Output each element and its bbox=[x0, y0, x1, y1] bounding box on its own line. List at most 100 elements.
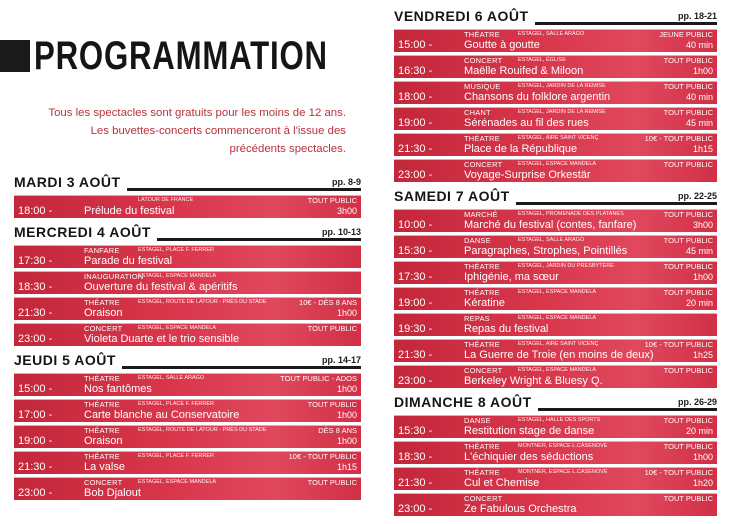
day-header: MARDI 3 AOÛT pp. 8-9 bbox=[14, 174, 361, 191]
event-venue: ESTAGEL, ESPACE MANDELA bbox=[518, 161, 597, 167]
day-section: MARDI 3 AOÛT pp. 8-9 18:00 - Prélude du fes… bbox=[14, 174, 361, 218]
event-row: 17:00 - Carte blanche au Conservatoire THÉ… bbox=[14, 399, 361, 422]
event-venue: ESTAGEL, ESPACE MANDELA bbox=[138, 273, 217, 279]
event-row: 15:00 - Nos fantômes THÉATRE ESTAGEL, SALLE… bbox=[14, 373, 361, 396]
event-title: Paragraphes, Strophes, Pointillés bbox=[464, 245, 628, 257]
event-title: Violeta Duarte et le trio sensible bbox=[84, 333, 240, 345]
event-title: La Guerre de Troie (en moins de deux) bbox=[464, 349, 654, 361]
event-venue: ESTAGEL, SALLE ARAGO bbox=[138, 375, 205, 381]
day-rule bbox=[538, 408, 717, 411]
event-time: 17:30 - bbox=[398, 271, 433, 283]
event-category: CONCERT bbox=[84, 324, 123, 333]
event-category: FANFARE bbox=[84, 246, 120, 255]
event-title: Sérénades au fil des rues bbox=[464, 117, 589, 129]
event-row: 17:30 - Iphigénie, ma sœur THÉATRE ESTAGEL,… bbox=[394, 261, 717, 284]
intro-text: Tous les spectacles sont gratuits pour l… bbox=[16, 104, 346, 158]
intro-line: Les buvettes-concerts commenceront à l'i… bbox=[90, 125, 346, 137]
event-row: 19:00 - Kératine THÉATRE ESTAGEL, ESPACE MA… bbox=[394, 287, 717, 310]
event-category: INAUGURATION bbox=[84, 272, 144, 281]
event-title: Carte blanche au Conservatoire bbox=[84, 409, 240, 421]
event-title: Oraison bbox=[84, 435, 123, 447]
event-duration: 1h00 bbox=[336, 308, 357, 318]
event-time: 17:00 - bbox=[18, 409, 53, 421]
event-row: 10:00 - Marché du festival (contes, fanfa… bbox=[394, 209, 717, 232]
event-row: 23:00 - Violeta Duarte et le trio sensibl… bbox=[14, 323, 361, 346]
event-row: 21:30 - Oraison THÉATRE ESTAGEL, ROUTE DE L… bbox=[14, 297, 361, 320]
event-title: Ze Fabulous Orchestra bbox=[464, 503, 577, 515]
event-venue: ESTAGEL, PLACE F. FERRER bbox=[138, 401, 215, 407]
event-title: Repas du festival bbox=[464, 323, 549, 335]
event-title: Maëlle Rouifed & Miloon bbox=[464, 65, 584, 77]
event-category: MUSIQUE bbox=[464, 82, 501, 91]
event-row: 16:30 - Maëlle Rouifed & Miloon CONCERT EST… bbox=[394, 55, 717, 78]
day-section: SAMEDI 7 AOÛT pp. 22-25 10:00 - Marché du f… bbox=[394, 188, 717, 388]
event-audience: TOUT PUBLIC bbox=[307, 400, 357, 409]
event-title: Voyage-Surprise Orkestär bbox=[464, 169, 591, 181]
event-category: THÉATRE bbox=[464, 288, 500, 297]
event-venue: ESTAGEL, JARDIN DU PRESBYTÈRE bbox=[518, 263, 614, 269]
event-category: CONCERT bbox=[464, 56, 503, 65]
right-column: VENDREDI 6 AOÛT pp. 18-21 15:00 - Goutte à … bbox=[394, 8, 717, 524]
day-rule bbox=[516, 202, 717, 205]
day-page-ref: pp. 18-21 bbox=[677, 11, 717, 21]
event-duration: 1h00 bbox=[336, 436, 357, 446]
event-venue: ESTAGEL, ROUTE DE LATOUR - PRÈS DU STADE bbox=[138, 299, 267, 305]
event-time: 23:00 - bbox=[18, 333, 53, 345]
event-audience: 10€ - TOUT PUBLIC bbox=[288, 452, 357, 461]
event-time: 21:30 - bbox=[18, 307, 53, 319]
event-time: 18:30 - bbox=[398, 451, 433, 463]
event-time: 15:30 - bbox=[398, 425, 433, 437]
event-title: Restitution stage de danse bbox=[464, 425, 595, 437]
event-duration: 1h15 bbox=[692, 144, 713, 154]
event-title: Iphigénie, ma sœur bbox=[464, 271, 559, 283]
event-row: 19:00 - Oraison THÉATRE ESTAGEL, ROUTE DE L… bbox=[14, 425, 361, 448]
event-row: 18:00 - Chansons du folklore argentin MUSI… bbox=[394, 81, 717, 104]
event-time: 21:30 - bbox=[398, 349, 433, 361]
event-title: Kératine bbox=[464, 297, 505, 309]
event-time: 15:30 - bbox=[398, 245, 433, 257]
event-audience: TOUT PUBLIC bbox=[663, 236, 713, 245]
day-title: MERCREDI 4 AOÛT bbox=[14, 224, 151, 240]
event-audience: TOUT PUBLIC bbox=[307, 478, 357, 487]
intro-line: Tous les spectacles sont gratuits pour l… bbox=[48, 107, 346, 119]
event-duration: 45 min bbox=[685, 118, 713, 128]
event-audience: TOUT PUBLIC bbox=[663, 288, 713, 297]
event-title: L'échiquier des séductions bbox=[464, 451, 594, 463]
event-audience: JEUNE PUBLIC bbox=[659, 30, 713, 39]
event-audience: DÈS 8 ANS bbox=[318, 426, 357, 435]
event-category: REPAS bbox=[464, 314, 490, 323]
day-title: MARDI 3 AOÛT bbox=[14, 174, 121, 190]
event-time: 21:30 - bbox=[398, 143, 433, 155]
event-title: Oraison bbox=[84, 307, 123, 319]
event-audience: TOUT PUBLIC bbox=[663, 160, 713, 169]
event-audience: TOUT PUBLIC bbox=[663, 494, 713, 503]
day-page-ref: pp. 10-13 bbox=[321, 227, 361, 237]
event-audience: TOUT PUBLIC bbox=[663, 366, 713, 375]
event-venue: ESTAGEL, SALLE ARAGO bbox=[518, 237, 585, 243]
event-venue: ESTAGEL, ESPACE MANDELA bbox=[138, 325, 217, 331]
event-venue: LATOUR DE FRANCE bbox=[138, 197, 194, 203]
event-category: THÉATRE bbox=[84, 400, 120, 409]
day-section: VENDREDI 6 AOÛT pp. 18-21 15:00 - Goutte à … bbox=[394, 8, 717, 182]
event-venue: ESTAGEL, ESPACE MANDELA bbox=[138, 479, 217, 485]
event-audience: TOUT PUBLIC bbox=[663, 56, 713, 65]
event-venue: ESTAGEL, ESPACE MANDELA bbox=[518, 289, 597, 295]
event-row: 21:30 - Place de la République THÉATRE ESTA… bbox=[394, 133, 717, 156]
event-venue: ESTAGEL, ROUTE DE LATOUR - PRÈS DU STADE bbox=[138, 427, 267, 433]
event-time: 18:00 - bbox=[18, 205, 53, 217]
event-time: 23:00 - bbox=[398, 375, 433, 387]
event-duration: 3h00 bbox=[692, 220, 713, 230]
event-audience: 10€ - TOUT PUBLIC bbox=[644, 468, 713, 477]
event-category: CONCERT bbox=[464, 160, 503, 169]
event-venue: ESTAGEL, ÉGLISE bbox=[518, 57, 566, 63]
day-header: VENDREDI 6 AOÛT pp. 18-21 bbox=[394, 8, 717, 25]
event-category: DANSE bbox=[464, 236, 491, 245]
event-row: 23:00 - Berkeley Wright & Bluesy Q. CONCER… bbox=[394, 365, 717, 388]
event-row: 17:30 - Parade du festival FANFARE ESTAGEL,… bbox=[14, 245, 361, 268]
event-duration: 1h00 bbox=[692, 452, 713, 462]
event-audience: TOUT PUBLIC bbox=[663, 416, 713, 425]
intro-line: précédents spectacles. bbox=[229, 143, 346, 155]
page-title: PROGRAMMATION bbox=[34, 34, 328, 78]
event-duration: 1h25 bbox=[692, 350, 713, 360]
event-time: 16:30 - bbox=[398, 65, 433, 77]
